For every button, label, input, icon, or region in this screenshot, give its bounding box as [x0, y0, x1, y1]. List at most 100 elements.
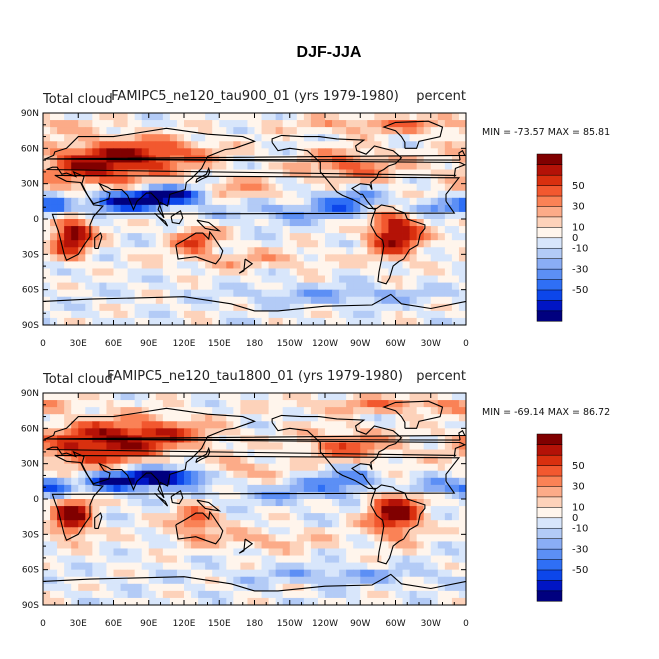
map-cell — [451, 449, 460, 457]
map-cell — [303, 562, 312, 571]
map-cell — [458, 583, 467, 592]
map-cell — [388, 211, 396, 220]
map-cell — [395, 428, 403, 436]
map-cell — [360, 456, 368, 465]
map-cell — [169, 449, 178, 457]
map-cell — [64, 247, 72, 255]
map-cell — [99, 428, 107, 436]
map-cell — [254, 240, 262, 248]
map-cell — [198, 303, 206, 312]
map-cell — [367, 113, 375, 121]
map-cell — [388, 247, 396, 255]
map-cell — [191, 176, 199, 185]
map-cell — [64, 176, 72, 185]
map-cell — [99, 120, 107, 128]
map-cell — [219, 400, 227, 408]
map-cell — [409, 477, 418, 486]
map-cell — [451, 491, 460, 500]
map-cell — [64, 211, 72, 220]
map-cell — [430, 506, 439, 514]
map-cell — [289, 226, 298, 234]
map-cell — [148, 393, 157, 401]
map-cell — [233, 127, 241, 135]
map-cell — [141, 141, 150, 149]
colorbar-box — [536, 548, 563, 560]
map-cell — [184, 303, 192, 312]
map-cell — [155, 169, 164, 177]
panel1-map — [43, 113, 467, 326]
map-cell — [317, 204, 326, 213]
map-cell — [57, 428, 65, 436]
map-cell — [339, 548, 347, 556]
map-cell — [402, 463, 410, 472]
map-cell — [233, 303, 241, 312]
map-cell — [388, 303, 396, 312]
map-cell — [346, 141, 354, 149]
map-cell — [325, 303, 333, 312]
map-cell — [71, 407, 79, 415]
map-cell — [162, 477, 171, 486]
map-cell — [127, 463, 136, 472]
map-cell — [289, 219, 298, 227]
map-cell — [57, 484, 65, 493]
map-cell — [71, 520, 79, 528]
map-cell — [402, 442, 410, 450]
map-cell — [416, 477, 425, 486]
map-cell — [317, 534, 326, 542]
map-cell — [310, 289, 319, 298]
map-cell — [261, 407, 269, 415]
map-cell — [92, 499, 100, 507]
map-cell — [437, 562, 446, 571]
map-cell — [409, 421, 418, 429]
map-cell — [212, 303, 220, 312]
map-cell — [367, 134, 375, 142]
map-cell — [339, 463, 347, 472]
map-cell — [346, 499, 354, 507]
map-cell — [381, 169, 389, 177]
map-cell — [367, 296, 375, 305]
map-cell — [254, 527, 262, 535]
map-cell — [226, 442, 234, 450]
map-cell — [325, 127, 333, 135]
map-cell — [409, 120, 418, 128]
map-cell — [162, 240, 171, 248]
map-cell — [198, 407, 206, 415]
map-cell — [296, 219, 305, 227]
map-cell — [78, 456, 86, 465]
map-cell — [106, 148, 114, 156]
map-cell — [99, 534, 107, 542]
map-cell — [451, 541, 460, 549]
map-cell — [261, 176, 269, 185]
map-cell — [275, 562, 284, 571]
map-cell — [184, 169, 192, 177]
map-cell — [353, 449, 361, 457]
map-cell — [395, 296, 403, 305]
map-cell — [430, 597, 439, 606]
map-cell — [43, 240, 51, 248]
map-cell — [71, 456, 79, 465]
map-cell — [92, 134, 100, 142]
map-cell — [240, 226, 248, 234]
map-cell — [169, 233, 178, 241]
map-cell — [275, 506, 284, 514]
map-cell — [120, 183, 128, 192]
map-cell — [127, 268, 136, 276]
map-cell — [148, 219, 157, 227]
map-cell — [176, 275, 185, 283]
map-cell — [395, 148, 403, 156]
panel1-right-title: percent — [416, 89, 466, 104]
map-cell — [113, 597, 121, 606]
map-cell — [402, 555, 410, 563]
map-cell — [191, 562, 199, 571]
map-cell — [374, 477, 382, 486]
map-cell — [402, 176, 410, 185]
map-cell — [310, 310, 319, 319]
map-cell — [198, 254, 206, 262]
map-cell — [191, 576, 199, 585]
map-cell — [402, 240, 410, 248]
map-cell — [155, 275, 164, 283]
map-cell — [219, 449, 227, 457]
map-cell — [444, 491, 453, 500]
map-cell — [127, 400, 136, 408]
map-cell — [212, 597, 220, 606]
